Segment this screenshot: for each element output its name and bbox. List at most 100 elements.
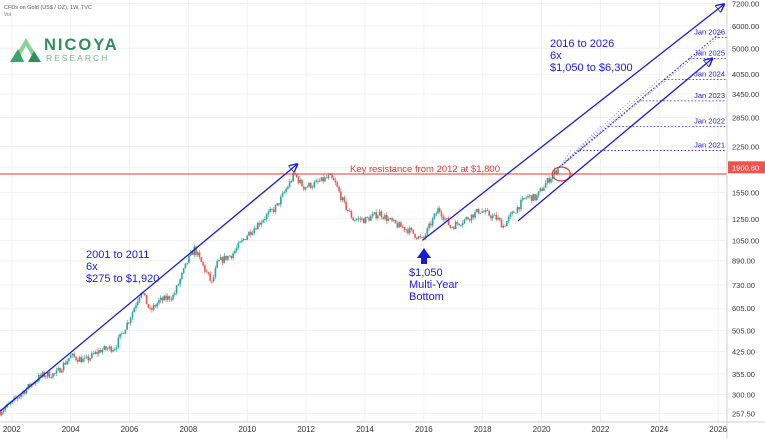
candle-body	[458, 223, 460, 226]
candle-body	[444, 218, 446, 220]
candle-body	[332, 177, 335, 181]
candle-body	[513, 211, 515, 213]
candle-body	[253, 228, 256, 233]
trend-lines	[0, 4, 727, 412]
x-tick-label: 2002	[3, 425, 21, 434]
bottom-annotation-line-1: $1,050	[409, 267, 443, 279]
candle-body	[156, 303, 158, 307]
y-tick-label: 505.00	[732, 326, 755, 335]
candle-body	[191, 251, 194, 255]
candle-body	[59, 368, 61, 373]
candle-body	[147, 304, 150, 308]
candle-body	[347, 209, 349, 212]
candle-body	[2, 410, 5, 413]
candle-body	[431, 218, 434, 226]
candle-body	[442, 216, 445, 220]
target-ray	[558, 150, 572, 168]
y-tick-label: 300.00	[732, 391, 755, 400]
candle-body	[165, 295, 167, 300]
candle-body	[387, 218, 390, 221]
candle-body	[460, 224, 462, 226]
candle-body	[159, 297, 162, 301]
candle-body	[158, 300, 160, 304]
y-tick-label: 4050.00	[732, 70, 759, 79]
x-tick-label: 2026	[709, 425, 727, 434]
candle-body	[186, 262, 188, 264]
candle-body	[94, 351, 97, 354]
candle-body	[161, 297, 164, 301]
logo-name: NICOYA	[44, 36, 119, 54]
candle-body	[265, 214, 268, 220]
volume-label: Vol	[4, 12, 11, 18]
time-axis[interactable]: 2002 2004 2006 2008 2010 2012 2014 2016 2018 2020…	[0, 421, 765, 434]
candle-body	[461, 222, 464, 225]
candle-body	[18, 396, 21, 399]
candle-body	[212, 277, 215, 282]
candle-body	[50, 377, 53, 379]
candle-body	[177, 284, 180, 286]
candle-body	[227, 256, 229, 260]
candle-body	[105, 346, 107, 350]
candle-body	[430, 223, 432, 226]
candle-body	[218, 259, 220, 262]
candle-body	[249, 231, 252, 235]
candle-body	[357, 218, 360, 220]
candle-body	[334, 180, 337, 183]
candle-body	[145, 295, 148, 305]
candle-body	[368, 217, 370, 221]
candle-body	[403, 227, 406, 231]
y-tick-label: 1550.00	[732, 188, 759, 197]
y-tick-label: 355.00	[732, 370, 755, 379]
candle-body	[4, 407, 7, 411]
candle-body	[465, 217, 468, 220]
candle-body	[495, 214, 498, 220]
candle-body	[447, 218, 450, 226]
candle-body	[98, 350, 100, 354]
candle-body	[407, 229, 409, 234]
left-annotation: 2001 to 2011 6x $275 to $1,920	[86, 249, 159, 285]
candle-body	[348, 211, 351, 212]
candle-body	[119, 333, 121, 338]
candle-body	[483, 211, 485, 213]
candle-body	[338, 186, 340, 192]
candle-body	[248, 231, 250, 236]
candle-body	[115, 347, 118, 350]
current-price-tag	[728, 161, 765, 174]
candle-body	[198, 252, 201, 258]
candle-body	[285, 188, 287, 193]
candle-body	[144, 293, 146, 296]
candle-body	[336, 182, 339, 187]
candle-body	[384, 215, 386, 219]
candle-body	[193, 246, 196, 255]
candle-body	[470, 214, 473, 221]
candle-body	[53, 373, 56, 374]
candle-body	[498, 217, 501, 220]
candle-body	[456, 222, 459, 224]
price-axis[interactable]: 7200.00 6000.00 5000.00 4050.00 3450.00 2850.…	[726, 0, 765, 438]
candle-body	[0, 411, 1, 415]
candle-body	[548, 178, 551, 183]
candle-body	[241, 239, 243, 242]
candle-body	[527, 195, 529, 198]
candle-body	[163, 295, 166, 301]
candle-body	[274, 205, 277, 212]
candle-body	[405, 229, 407, 231]
candle-body	[135, 305, 137, 309]
candle-body	[511, 211, 513, 214]
candle-body	[364, 217, 367, 224]
candle-body	[149, 307, 151, 309]
candle-body	[62, 362, 65, 371]
candle-body	[352, 217, 354, 221]
candle-body	[523, 198, 526, 199]
x-tick-label: 2004	[62, 425, 80, 434]
candle-body	[278, 203, 280, 205]
target-label: Jan 2022	[694, 116, 725, 125]
candle-body	[299, 179, 302, 183]
candle-body	[182, 268, 185, 273]
candle-body	[200, 257, 203, 262]
candle-body	[412, 229, 415, 234]
nicoya-logo: NICOYA RESEARCH	[10, 36, 119, 63]
y-tick-label: 6000.00	[732, 22, 759, 31]
candle-body	[228, 255, 231, 257]
